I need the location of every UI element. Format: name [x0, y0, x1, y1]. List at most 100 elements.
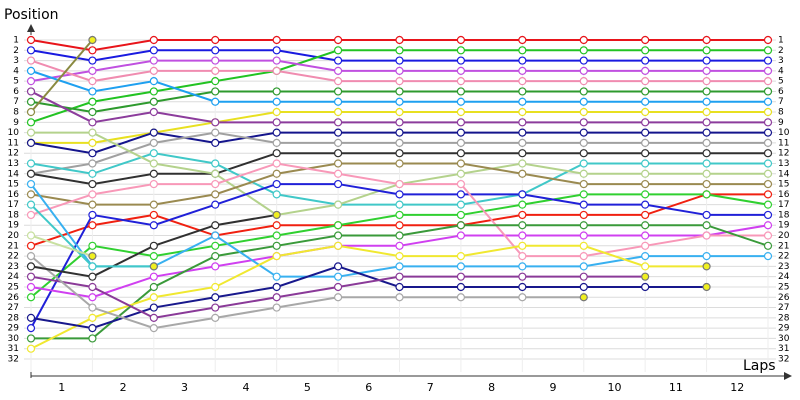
lap-marker [211, 313, 220, 322]
lap-marker [395, 35, 404, 45]
lap-marker [272, 190, 281, 199]
lap-marker [579, 118, 588, 127]
lap-marker [26, 210, 36, 220]
y-tick-label: 17 [8, 200, 19, 210]
y-tick-label: 15 [8, 180, 19, 190]
lap-marker [149, 221, 158, 230]
x-tick-label: 6 [365, 381, 372, 394]
lap-marker [702, 128, 711, 137]
lap-marker [456, 107, 466, 117]
lap-marker [333, 169, 343, 178]
lap-marker [149, 56, 158, 65]
lap-marker [518, 190, 527, 199]
lap-marker [395, 97, 404, 106]
lap-marker [88, 190, 97, 199]
lap-marker [456, 138, 466, 148]
lap-marker [149, 272, 158, 281]
lap-marker [26, 272, 36, 281]
lap-marker [395, 272, 404, 281]
lap-marker [211, 138, 220, 148]
lap-marker [26, 334, 36, 343]
lap-marker [702, 149, 711, 158]
lap-marker [88, 251, 97, 261]
lap-marker [149, 313, 158, 322]
lap-marker [211, 169, 220, 178]
lap-marker [579, 159, 588, 168]
lap-marker [395, 149, 404, 158]
lap-marker [641, 87, 650, 96]
lap-marker [211, 241, 220, 250]
lap-marker [395, 241, 404, 250]
lap-marker [763, 87, 773, 96]
lap-marker [763, 169, 773, 178]
lap-marker [149, 97, 158, 106]
lap-marker [149, 107, 158, 117]
lap-marker [763, 77, 773, 86]
lap-marker [272, 210, 281, 220]
lap-marker [763, 159, 773, 168]
lap-marker [456, 200, 466, 209]
lap-marker [456, 169, 466, 178]
lap-marker [641, 77, 650, 86]
lap-marker [763, 118, 773, 127]
lap-marker [518, 159, 527, 168]
x-tick-label: 12 [730, 381, 744, 394]
lap-marker [579, 66, 588, 75]
lap-marker [763, 66, 773, 75]
lap-marker [26, 200, 36, 209]
lap-marker [395, 179, 404, 189]
lap-marker [272, 293, 281, 302]
lap-marker [211, 159, 220, 168]
lap-marker [456, 149, 466, 158]
lap-marker [579, 293, 588, 302]
lap-marker [395, 46, 404, 55]
lap-marker [579, 56, 588, 65]
lap-marker [579, 231, 588, 240]
y-tick-label: 1 [13, 36, 19, 46]
lap-marker [333, 221, 343, 230]
x-tick-label: 1 [58, 381, 65, 394]
lap-marker [333, 35, 343, 45]
lap-marker [518, 149, 527, 158]
lap-marker [211, 118, 220, 127]
lap-marker [211, 251, 220, 261]
lap-marker [88, 56, 97, 65]
lap-marker [88, 313, 97, 322]
lap-marker [26, 87, 36, 96]
lap-marker [395, 159, 404, 168]
lap-marker [641, 159, 650, 168]
lap-marker [641, 138, 650, 148]
lap-marker [88, 159, 97, 168]
lap-marker [579, 46, 588, 55]
lap-marker [641, 107, 650, 117]
lap-marker [702, 77, 711, 86]
y-tick-label-right: 16 [778, 190, 790, 200]
lap-marker [26, 282, 36, 292]
y-tick-label: 24 [8, 272, 20, 282]
lap-marker [211, 179, 220, 189]
lap-marker [579, 87, 588, 96]
lap-marker [272, 118, 281, 127]
y-tick-label-right: 9 [778, 118, 784, 128]
lap-marker [211, 221, 220, 230]
y-tick-label: 29 [8, 324, 20, 334]
y-tick-label: 8 [13, 108, 19, 118]
y-tick-label-right: 24 [778, 272, 790, 282]
y-tick-label-right: 25 [778, 282, 789, 292]
lap-marker [88, 210, 97, 220]
lap-marker [395, 107, 404, 117]
lap-marker [579, 251, 588, 261]
lap-marker [702, 262, 711, 271]
lap-marker [26, 46, 36, 55]
lap-marker [518, 241, 527, 250]
lap-marker [272, 303, 281, 312]
lap-marker [333, 159, 343, 168]
lap-marker [395, 56, 404, 65]
y-tick-label-right: 22 [778, 252, 789, 262]
lap-marker [579, 35, 588, 45]
lap-marker [395, 231, 404, 240]
y-tick-label: 9 [13, 118, 19, 128]
lap-marker [456, 56, 466, 65]
lap-marker [149, 251, 158, 261]
